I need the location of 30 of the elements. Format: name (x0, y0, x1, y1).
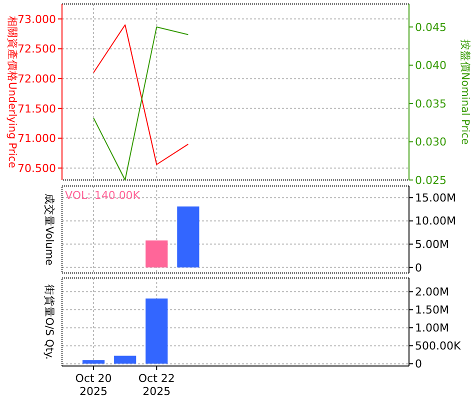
y-tick-label: 10.00M (415, 214, 456, 228)
y-tick-label: 0 (415, 358, 422, 371)
y-tick-label: 73.000 (18, 12, 56, 26)
y-axis-title: 成交量Volume (43, 193, 56, 266)
y-tick-label: 5.00M (415, 238, 449, 252)
y-tick-label: 1.00M (415, 322, 449, 335)
y-axis-title: 相關資產價格Underlying Price (6, 16, 19, 168)
y-axis-title: 街貨量O/S Qty. (43, 284, 56, 360)
y2-tick-label: 0.025 (415, 174, 446, 187)
y-tick-label: 72.500 (18, 42, 56, 56)
y-tick-label: 72.000 (18, 72, 56, 86)
y2-tick-label: 0.030 (415, 136, 446, 149)
y-tick-label: 500.00K (415, 340, 462, 353)
y-tick-label: 2.00M (415, 286, 449, 299)
y2-tick-label: 0.045 (415, 20, 446, 34)
y2-axis-title: 按盤價Nominal Price (459, 39, 472, 145)
y2-tick-label: 0.035 (415, 97, 446, 110)
x-tick-label: Oct 20 2025 (75, 372, 112, 398)
y-tick-label: 0 (415, 261, 422, 274)
bar (114, 356, 136, 364)
y-tick-label: 71.500 (18, 102, 56, 116)
y-tick-label: 15.00M (415, 191, 456, 204)
bar (82, 360, 105, 364)
y-tick-label: 1.50M (415, 304, 449, 317)
annotation: VOL: 140.00K (65, 189, 141, 202)
bar (146, 298, 168, 364)
y2-tick-label: 0.040 (415, 59, 446, 72)
x-tick-label: Oct 22 2025 (138, 372, 175, 398)
y-tick-label: 71.000 (18, 132, 56, 146)
y-tick-label: 70.500 (18, 162, 56, 175)
